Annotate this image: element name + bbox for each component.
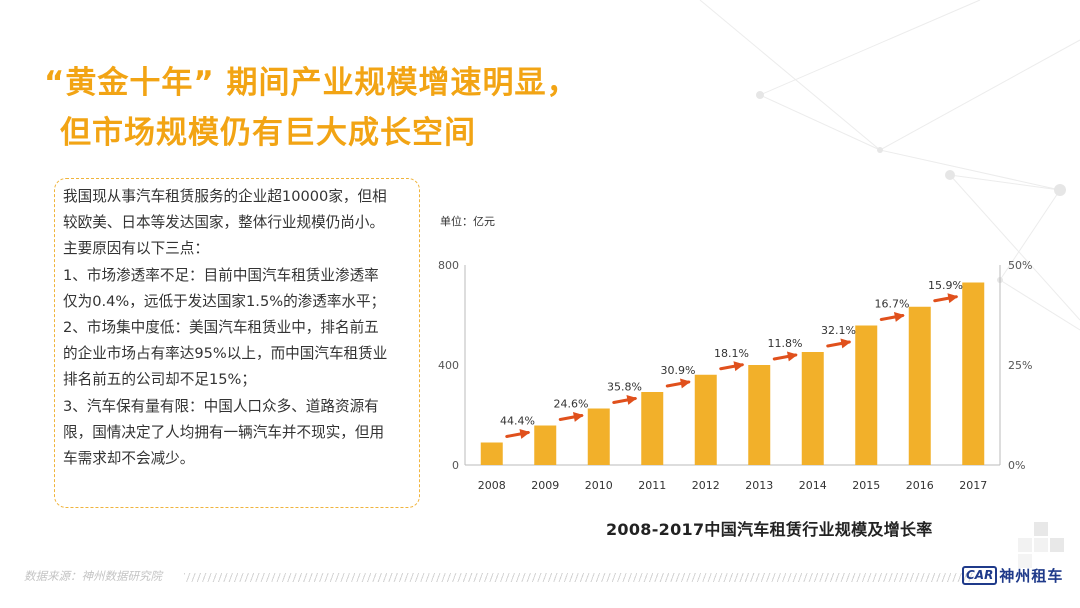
description-line: 仅为0.4%，远低于发达国家1.5%的渗透率水平； [63,292,386,310]
growth-arrow-head [840,338,852,349]
description-line: 较欧美、日本等发达国家，整体行业规模仍尚小。 [63,214,385,232]
x-tick-label: 2010 [585,479,613,492]
bar [962,282,985,465]
growth-arrow-head [947,293,959,304]
growth-rate-label: 15.9% [928,279,963,292]
description-line: 排名前五的公司却不足15%； [63,371,256,389]
x-tick-label: 2013 [745,479,773,492]
description-line: 2、市场集中度低：美国汽车租赁业中，排名前五 [63,319,379,337]
growth-arrow-head [786,351,798,362]
bar [748,365,771,465]
growth-rate-label: 32.1% [821,324,856,337]
car-logo-mark: CAR [962,565,998,585]
company-logo: CAR 神州租车 [962,563,1063,587]
description-line: 我国现从事汽车租赁服务的企业超10000家，但相 [63,188,387,205]
bar [694,374,717,465]
growth-rate-label: 16.7% [875,298,910,311]
headline-line-1: “黄金十年” 期间产业规模增速明显， [44,65,579,101]
growth-rate-label: 24.6% [554,398,589,411]
description-line: 车需求却不会减少。 [63,450,195,468]
y-tick-label-left: 800 [438,259,459,272]
rental-market-chart: 单位：亿元 0 400 800 0% 25% 50% 2008 2009 2010 2011 2012… [438,214,1032,492]
bar [641,392,664,465]
growth-arrow-head [893,312,905,322]
x-tick-label: 2011 [638,479,666,492]
growth-rate-label: 11.8% [768,337,803,350]
x-tick-label: 2017 [959,479,987,492]
bar [480,442,503,465]
description-line: 1、市场渗透率不足：目前中国汽车租赁业渗透率 [63,266,379,284]
description-line: 主要原因有以下三点： [63,240,209,258]
x-tick-label: 2009 [531,479,559,492]
bar [908,306,931,465]
bar [801,352,824,465]
y-tick-label-right: 50% [1008,259,1032,272]
bar [534,425,557,465]
logo-name: 神州租车 [999,566,1064,585]
y-tick-label-right: 25% [1008,359,1032,372]
description-line: 限，国情决定了人均拥有一辆汽车并不现实，但用 [63,423,385,441]
footer: 数据来源：神州数据研究院 [24,568,974,584]
description-line: 3、汽车保有量有限：中国人口众多、道路资源有 [63,397,379,415]
y-tick-label-right: 0% [1008,459,1025,472]
description-box: 我国现从事汽车租赁服务的企业超10000家，但相 较欧美、日本等发达国家，整体行… [54,178,420,508]
growth-rate-label: 18.1% [714,347,749,360]
growth-rate-label: 35.8% [607,381,642,394]
x-tick-label: 2014 [799,479,827,492]
x-tick-label: 2016 [906,479,934,492]
growth-arrow-head [679,378,691,389]
growth-arrow-head [733,361,745,372]
growth-arrow-head [626,395,638,405]
chart-title: 2008-2017中国汽车租赁行业规模及增长率 [606,520,933,539]
growth-rate-label: 30.9% [661,364,696,377]
x-tick-label: 2008 [478,479,506,492]
y-tick-label-left: 400 [438,359,459,372]
bar [855,325,878,465]
x-tick-label: 2012 [692,479,720,492]
data-source-text: 数据来源：神州数据研究院 [24,569,162,583]
growth-arrow-head [519,429,531,439]
footer-hatch-decoration [184,573,974,582]
unit-label: 单位：亿元 [440,214,495,228]
growth-rate-label: 44.4% [500,415,535,428]
growth-arrow-head [572,412,584,422]
y-tick-label-left: 0 [452,459,459,472]
page-headline: “黄金十年” 期间产业规模增速明显， 但市场规模仍有巨大成长空间 [44,58,579,158]
headline-line-2: 但市场规模仍有巨大成长空间 [60,115,476,151]
x-tick-label: 2015 [852,479,880,492]
description-line: 的企业市场占有率达95%以上，而中国汽车租赁业 [63,345,388,363]
bar [587,408,610,465]
